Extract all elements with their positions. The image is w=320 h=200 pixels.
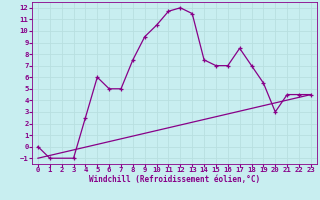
X-axis label: Windchill (Refroidissement éolien,°C): Windchill (Refroidissement éolien,°C) bbox=[89, 175, 260, 184]
